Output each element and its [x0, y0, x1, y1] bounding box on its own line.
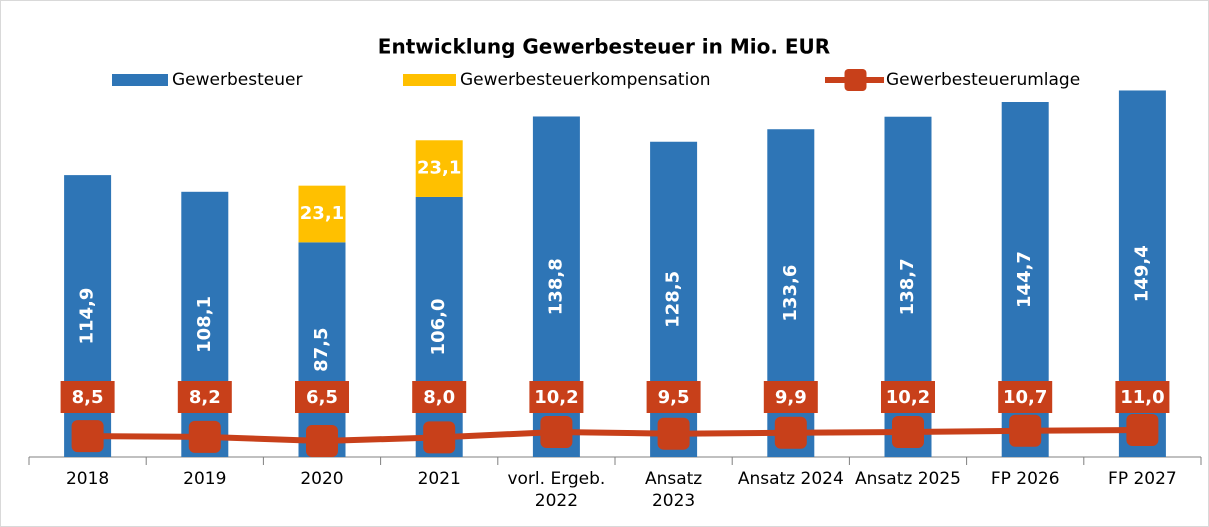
- line-value-label: 10,2: [886, 387, 930, 408]
- legend-swatch: [112, 74, 168, 86]
- legend-label: Gewerbesteuer: [172, 70, 302, 90]
- bar-value-label: 108,1: [194, 296, 215, 353]
- value-label-box: [881, 381, 935, 413]
- line-marker: [774, 416, 807, 449]
- line-marker: [306, 425, 338, 458]
- x-tick-label: Ansatz 2024: [738, 469, 844, 489]
- bar-value-label: 149,4: [1131, 245, 1152, 302]
- value-label-box: [763, 381, 818, 413]
- line-value-label: 8,0: [423, 387, 455, 408]
- x-tick-label: 2019: [183, 469, 226, 489]
- chart-title: Entwicklung Gewerbesteuer in Mio. EUR: [378, 35, 830, 59]
- x-tick-label: Ansatz 2023: [645, 469, 702, 511]
- value-label-box: [60, 381, 115, 413]
- x-tick-label: 2021: [418, 469, 461, 489]
- value-label-box: [1115, 381, 1170, 413]
- bar-value-label: 23,1: [417, 158, 461, 179]
- line-value-label: 9,5: [658, 387, 690, 408]
- x-tick-label: 2018: [66, 469, 109, 489]
- line: [87, 427, 1143, 445]
- bar-segment: [298, 185, 346, 243]
- line-value-label: 8,2: [189, 387, 221, 408]
- x-tick-label: FP 2026: [991, 469, 1060, 489]
- bar-value-label: 138,8: [545, 258, 566, 315]
- line-value-label: 10,7: [1003, 387, 1047, 408]
- bar-value-label: 23,1: [300, 203, 344, 224]
- line-marker: [540, 415, 573, 448]
- bar-value-label: 138,7: [897, 258, 918, 315]
- x-tick-label: 2020: [300, 469, 343, 489]
- bar-segment: [415, 140, 463, 197]
- line-marker: [657, 417, 690, 450]
- line-value-label: 6,5: [306, 387, 338, 408]
- bar-value-label: 128,5: [663, 271, 684, 328]
- line-value-label: 9,9: [775, 387, 807, 408]
- bar-segment: [298, 242, 346, 457]
- bar-value-label: 114,9: [77, 288, 98, 345]
- value-label-box: [177, 381, 232, 413]
- value-label-box: [295, 381, 349, 413]
- legend-marker: [844, 69, 867, 91]
- value-label-box: [646, 381, 701, 413]
- legend-swatch: [403, 74, 456, 86]
- line-marker: [71, 420, 104, 453]
- line-marker: [892, 415, 924, 448]
- x-tick-label: FP 2027: [1108, 469, 1177, 489]
- bar-value-label: 144,7: [1014, 251, 1035, 308]
- line-marker: [423, 421, 456, 454]
- bar-value-label: 87,5: [311, 327, 332, 371]
- value-label-box: [998, 381, 1053, 413]
- legend-label: Gewerbesteuerkompensation: [460, 70, 711, 90]
- bar-value-label: 133,6: [780, 265, 801, 322]
- bar-segment: [415, 196, 463, 458]
- line-marker: [1009, 414, 1042, 447]
- line-marker: [188, 420, 221, 453]
- line-value-label: 8,5: [72, 387, 104, 408]
- line-value-label: 11,0: [1120, 387, 1164, 408]
- x-tick-label: Ansatz 2025: [855, 469, 961, 489]
- bar-value-label: 106,0: [428, 299, 449, 356]
- value-label-box: [529, 381, 584, 413]
- legend-label: Gewerbesteuerumlage: [886, 70, 1080, 90]
- value-label-box: [412, 381, 467, 413]
- line-marker: [1126, 414, 1159, 447]
- line-value-label: 10,2: [534, 387, 578, 408]
- x-tick-label: vorl. Ergeb. 2022: [507, 469, 605, 511]
